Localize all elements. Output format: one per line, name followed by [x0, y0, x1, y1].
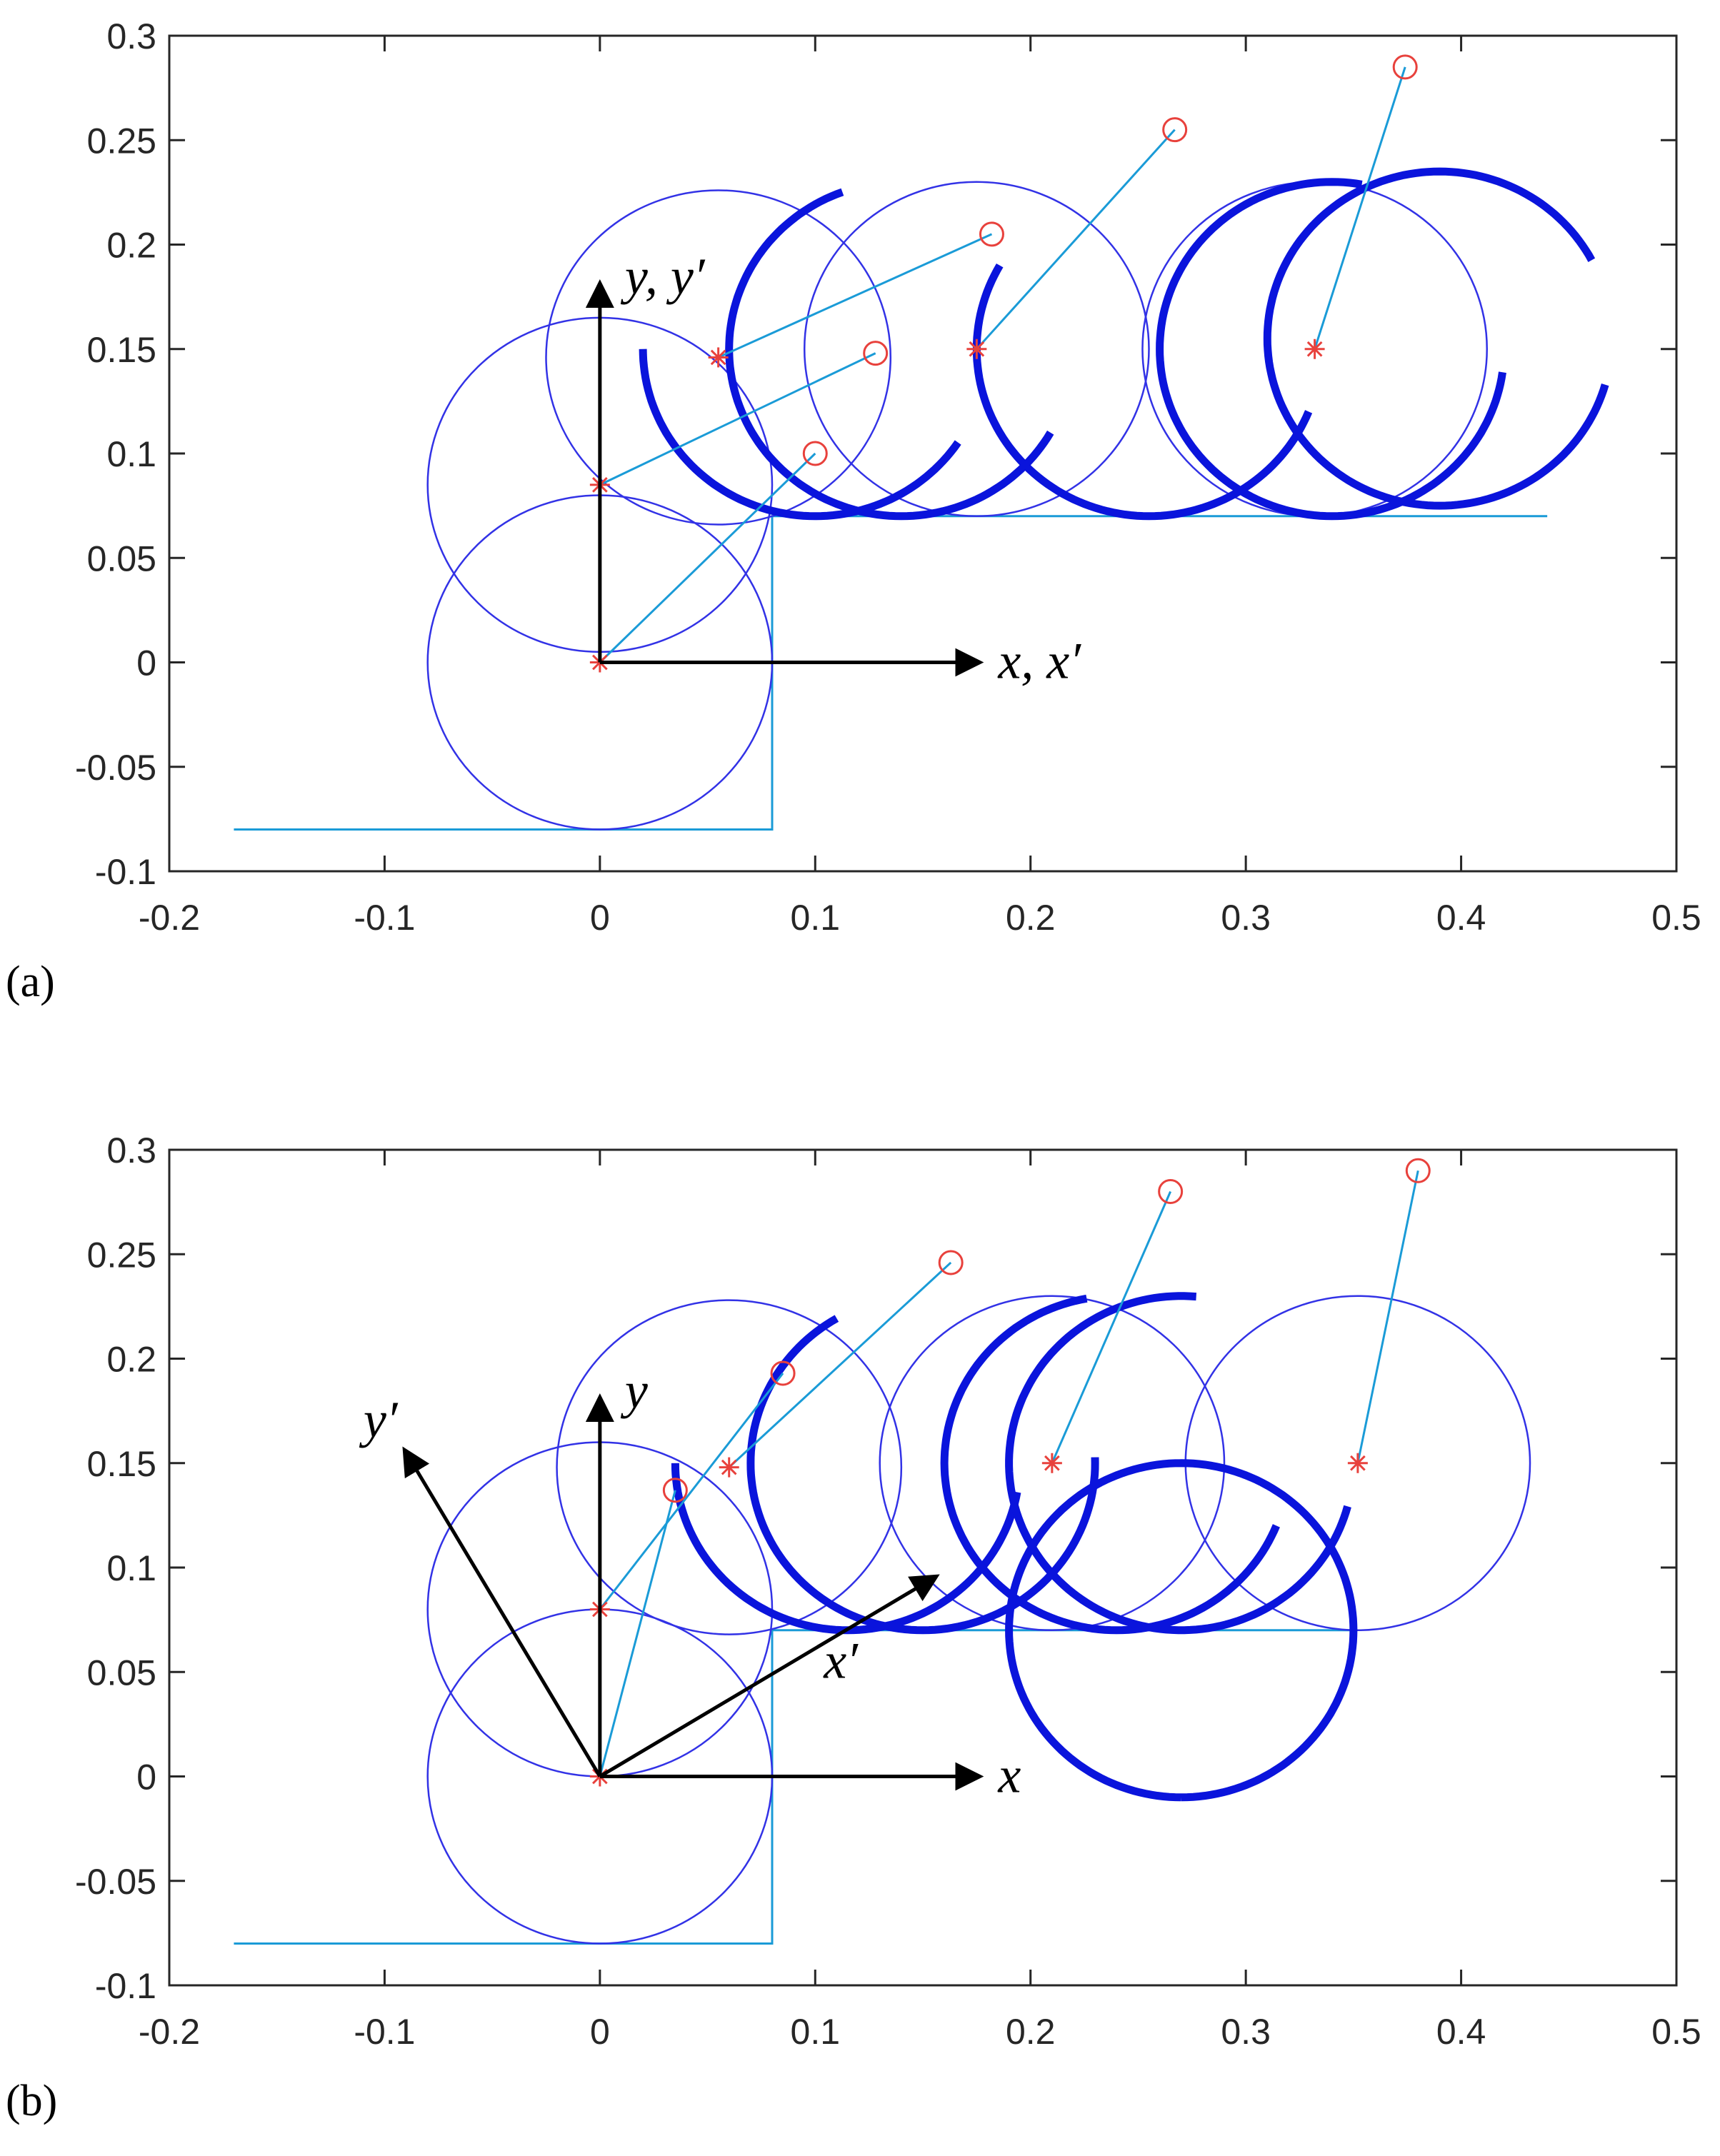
trajectory-arc	[1005, 1292, 1351, 1635]
frame-axis-label: x′	[823, 1633, 859, 1690]
y-tick-label: 0.15	[87, 330, 156, 370]
center-marker-stroke	[721, 1459, 737, 1475]
frame-axis-label: y′	[359, 1391, 399, 1448]
link-line	[599, 352, 876, 486]
link-line	[1051, 1190, 1172, 1464]
y-tick-label: 0.05	[87, 1653, 156, 1693]
wheel-circle	[556, 1299, 903, 1635]
center-marker	[1347, 1453, 1368, 1473]
chart-panel-a: x, x′ y, y′ -0.2 -0.1 0 0.1 0.2 0.3 0.4 0.5 -0.1 -0…	[6, 16, 1701, 1006]
x-tick-label: 0.4	[1436, 898, 1486, 938]
y-tick-label: 0.3	[106, 1130, 156, 1170]
wheel-circle	[803, 181, 1150, 517]
x-tick-label: 0	[590, 898, 610, 938]
link-line	[599, 452, 816, 663]
tip-marker	[770, 1360, 796, 1386]
link-line	[599, 1373, 784, 1610]
plot-area	[234, 1158, 1531, 1945]
link-line	[1356, 1170, 1419, 1464]
y-tick-label: 0.15	[87, 1444, 156, 1484]
center-marker-stroke	[1350, 1455, 1366, 1471]
link-line	[728, 1261, 952, 1468]
panel-label: (a)	[6, 958, 55, 1006]
trajectory-arc	[940, 1294, 1280, 1635]
center-marker	[966, 339, 987, 359]
y-tick-label: -0.05	[75, 1862, 156, 1902]
x-tick-label: 0.3	[1221, 2012, 1271, 2052]
frame-axis-arrow	[402, 1446, 602, 1778]
x-tick-label: 0.4	[1436, 2012, 1486, 2052]
y-tick-label: 0.3	[106, 16, 156, 56]
tip-marker	[1405, 1158, 1431, 1183]
link-line	[718, 233, 993, 359]
x-tick-label: -0.1	[354, 2012, 415, 2052]
y-tick-label: 0	[136, 1758, 156, 1797]
y-tick-label: 0.05	[87, 538, 156, 578]
center-marker	[719, 1457, 739, 1478]
x-tick-label: 0.2	[1006, 898, 1056, 938]
wheel-circle	[545, 189, 892, 526]
tip-marker	[802, 441, 828, 466]
y-tick-label: 0.25	[87, 121, 156, 161]
x-tick-label: -0.1	[354, 898, 415, 938]
frame-axis-label: y	[620, 1362, 648, 1419]
y-tick-label: -0.1	[95, 852, 156, 892]
frame-axis-label: x, x′	[997, 633, 1081, 690]
center-marker-stroke	[1044, 1455, 1060, 1471]
tip-marker	[1392, 54, 1418, 80]
x-tick-label: 0.5	[1651, 2012, 1701, 2052]
y-tick-label: 0	[136, 643, 156, 683]
center-marker	[1041, 1453, 1062, 1473]
x-tick-label: 0.1	[791, 898, 841, 938]
y-tick-label: 0.25	[87, 1235, 156, 1275]
center-marker-stroke	[710, 349, 726, 366]
link-line	[599, 1490, 676, 1777]
link-line	[976, 129, 1176, 350]
x-tick-label: 0.1	[791, 2012, 841, 2052]
tip-marker	[979, 221, 1004, 247]
trajectory-arc	[1263, 167, 1609, 510]
center-marker-stroke	[1306, 341, 1323, 357]
tip-marker	[1158, 1179, 1184, 1204]
x-tick-label: 0.3	[1221, 898, 1271, 938]
y-tick-label: -0.1	[95, 1966, 156, 2006]
x-tick-label: -0.2	[139, 898, 200, 938]
x-tick-label: 0.2	[1006, 2012, 1056, 2052]
plot-area	[234, 54, 1609, 831]
y-tick-label: 0.2	[106, 226, 156, 266]
center-marker	[708, 347, 729, 368]
center-marker-stroke	[969, 341, 985, 357]
trajectory-arc	[746, 1315, 1099, 1635]
y-tick-label: -0.05	[75, 748, 156, 788]
tip-marker	[1162, 117, 1188, 143]
center-marker	[1304, 339, 1325, 359]
frame-axis-label: x	[997, 1747, 1021, 1804]
x-tick-label: 0.5	[1651, 898, 1701, 938]
tip-marker	[863, 341, 889, 366]
frame-axis-arrow	[599, 1574, 940, 1778]
trajectory-arc	[639, 349, 961, 521]
link-line	[1314, 66, 1406, 350]
frame-axis-label: y, y′	[620, 248, 706, 305]
x-tick-label: -0.2	[139, 2012, 200, 2052]
panel-label: (b)	[6, 2077, 57, 2125]
y-tick-label: 0.2	[106, 1340, 156, 1380]
plot-frame	[168, 1148, 1678, 1987]
x-tick-label: 0	[590, 2012, 610, 2052]
trajectory-arc	[1005, 1459, 1358, 1802]
trajectory-arc	[1156, 178, 1506, 521]
wheel-circle	[879, 1295, 1226, 1631]
chart-panel-b: x y x′ y′ -0.2 -0.1 0 0.1 0.2 0.3 0.4 0.5 -0.1 -0.05 0…	[6, 1130, 1701, 2125]
y-tick-label: 0.1	[106, 434, 156, 474]
trajectory-arc	[725, 188, 1054, 521]
tip-marker	[938, 1250, 964, 1275]
y-tick-label: 0.1	[106, 1548, 156, 1588]
tip-marker	[662, 1478, 688, 1503]
